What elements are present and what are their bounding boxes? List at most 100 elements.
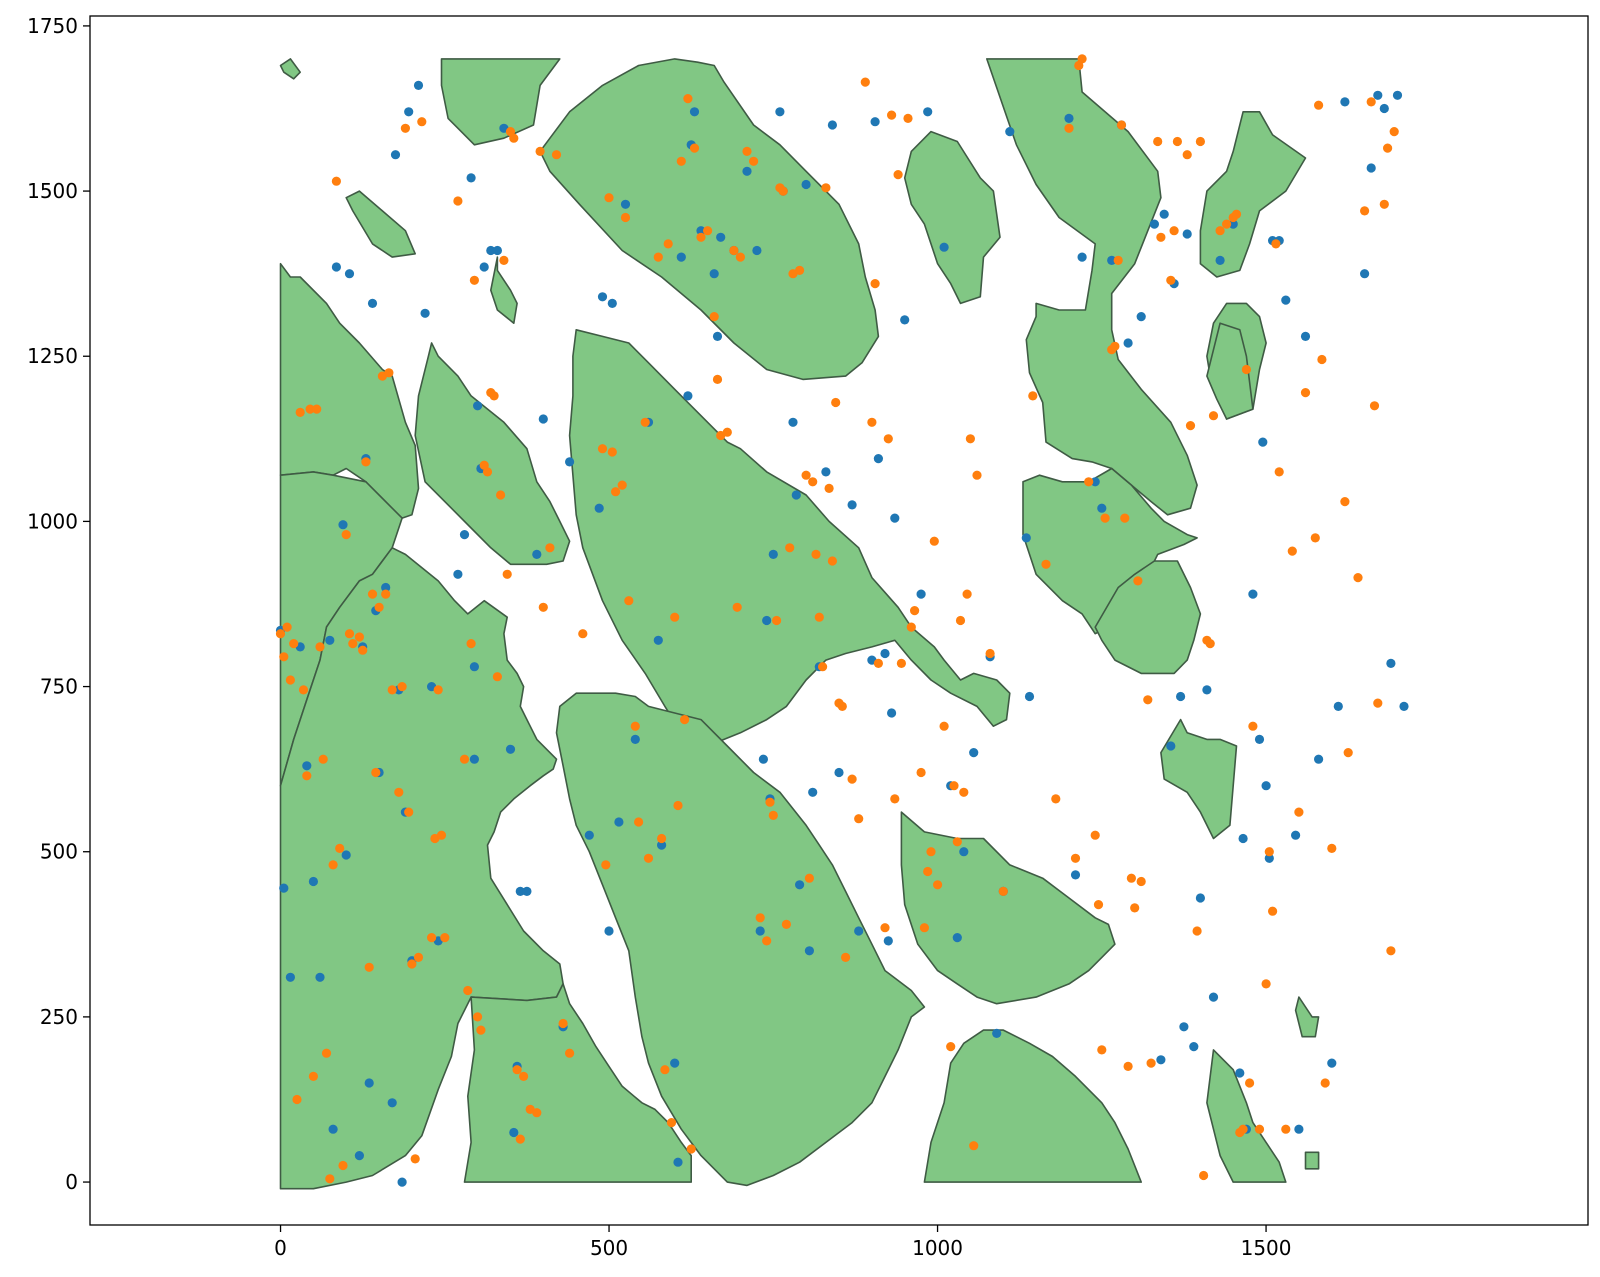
series-2-point [933,880,943,890]
land-polygon-17 [900,811,1116,1005]
series-1-point [657,840,667,850]
series-1-point [689,107,700,117]
series-2-point [985,648,995,659]
series-2-point [1205,639,1215,649]
series-1-point [1123,338,1133,348]
series-2-point [1317,354,1327,365]
series-1-point [1149,219,1159,229]
series-2-point [302,771,312,781]
series-2-point [683,94,693,104]
series-2-point [387,685,397,695]
series-2-point [916,767,926,778]
series-2-point [371,767,381,778]
series-2-point [1136,876,1146,887]
series-1-point [788,417,798,427]
series-2-point [519,1071,529,1081]
series-2-point [1084,477,1094,487]
series-2-point [689,143,700,153]
x-tick-label: 1500 [1241,1236,1292,1260]
series-2-point [601,860,611,870]
series-1-point [883,936,893,946]
series-2-point [325,1174,335,1184]
series-1-point [479,262,489,272]
series-1-point [509,1127,519,1138]
series-1-point [620,199,631,209]
x-tick-label: 1000 [912,1236,963,1260]
series-1-point [755,926,765,936]
series-2-point [545,543,555,553]
series-1-point [1024,691,1035,702]
series-1-point [1399,701,1409,712]
series-2-point [732,602,742,612]
series-2-point [824,483,834,493]
land-polygon-19 [1094,560,1202,675]
series-1-point [791,490,801,500]
series-1-point [469,662,479,672]
series-2-point [1366,97,1376,107]
series-2-point [459,754,470,764]
series-2-point [870,279,880,289]
series-1-point [1386,658,1396,669]
series-2-point [712,374,723,384]
series-1-point [1291,830,1301,840]
series-2-point [453,196,463,206]
series-1-point [364,1078,374,1088]
series-1-point [1202,685,1212,695]
series-2-point [275,629,286,639]
y-tick-label: 1500 [27,179,78,203]
series-1-point [923,107,933,117]
series-2-point [512,1065,522,1075]
series-2-point [1238,1124,1248,1134]
series-2-point [335,843,345,854]
series-1-point [397,1177,407,1187]
series-1-point [338,520,348,530]
series-1-point [1373,90,1383,100]
series-2-point [1097,1045,1107,1055]
series-1-point [847,500,857,510]
series-1-point [795,880,805,890]
series-2-point [436,830,447,840]
y-tick-label: 1750 [27,14,78,38]
series-2-point [289,639,299,649]
series-2-point [765,797,775,807]
series-2-point [538,602,548,612]
series-2-point [860,77,870,87]
series-2-point [1353,573,1363,583]
series-2-point [680,715,690,725]
series-2-point [617,480,627,490]
series-2-point [795,265,805,275]
series-1-point [308,876,318,887]
series-1-point [505,744,516,754]
y-tick-label: 500 [40,840,78,864]
series-1-point [331,262,341,272]
x-tick-label: 500 [590,1236,628,1260]
series-1-point [768,549,778,560]
series-2-point [1156,232,1166,242]
series-2-point [305,404,315,414]
series-2-point [1110,341,1120,351]
series-1-point [1136,312,1146,322]
series-2-point [867,417,877,427]
series-2-point [923,866,933,877]
series-1-point [1166,741,1176,751]
series-2-point [896,658,907,669]
series-1-point [1228,219,1238,229]
series-2-point [482,467,493,477]
series-2-point [811,549,821,560]
series-1-point [315,972,325,982]
y-tick-label: 0 [65,1170,78,1194]
y-axis: 0 250 500 750 1000 1250 1500 1750 [27,14,90,1194]
series-2-point [1090,830,1100,840]
series-2-point [778,186,788,196]
series-2-point [1153,136,1163,147]
series-2-point [801,470,811,480]
series-2-point [578,629,588,639]
series-1-point [486,245,496,256]
series-1-point [630,734,640,745]
series-1-point [413,80,424,90]
series-2-point [397,682,407,692]
series-2-point [1254,1124,1265,1134]
series-2-point [676,156,686,166]
series-2-point [772,615,782,626]
series-1-point [466,173,476,183]
